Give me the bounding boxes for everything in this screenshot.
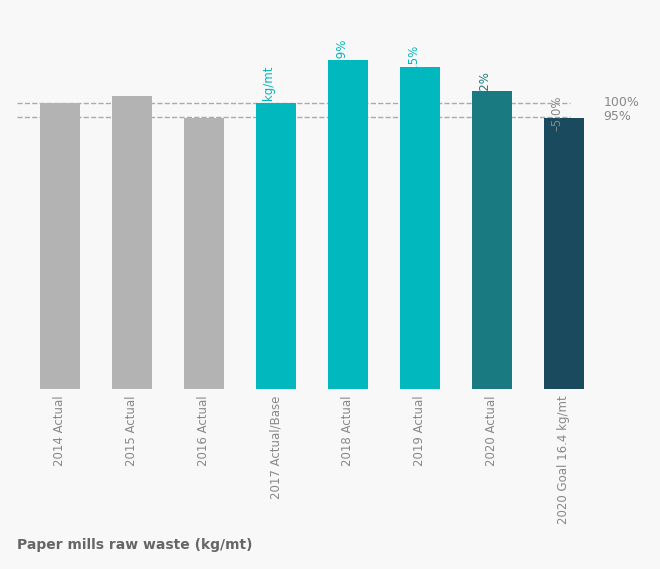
Text: –5.0%: –5.0% — [550, 96, 564, 131]
Bar — [544, 118, 583, 389]
Bar — [328, 60, 368, 389]
Bar — [184, 118, 224, 389]
Text: 17.3 kg/mt: 17.3 kg/mt — [263, 66, 276, 131]
Text: 100%: 100% — [603, 96, 639, 109]
Bar — [40, 102, 80, 389]
Text: 14.9%: 14.9% — [335, 37, 348, 75]
Text: 4.2%: 4.2% — [478, 72, 492, 101]
Text: 95%: 95% — [603, 110, 631, 123]
X-axis label: Paper mills raw waste (kg/mt): Paper mills raw waste (kg/mt) — [16, 538, 252, 552]
Bar — [256, 102, 296, 389]
Bar — [472, 90, 512, 389]
Text: 12.5%: 12.5% — [407, 44, 420, 81]
Bar — [400, 67, 440, 389]
Bar — [112, 96, 152, 389]
